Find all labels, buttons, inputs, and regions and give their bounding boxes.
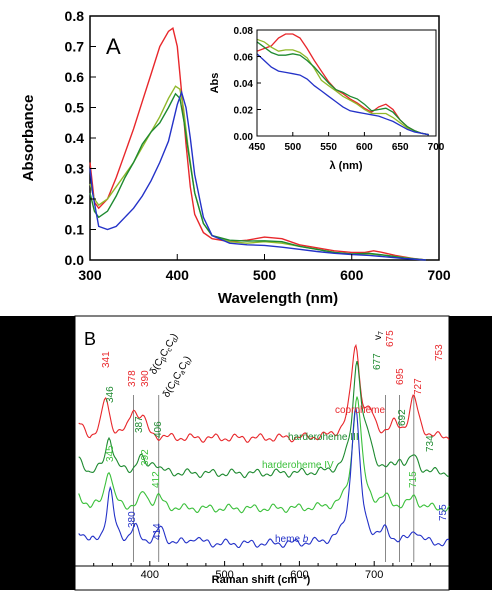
y-tick-label: 0.0 (65, 252, 85, 268)
panel-a-label: A (106, 34, 121, 59)
panel-b-axes: 400 500 600 700 (75, 561, 449, 581)
peak-label: 755 (438, 504, 449, 521)
peak-label: 406 (153, 421, 164, 438)
raman-x-tick-label: 600 (290, 569, 308, 581)
raman-spectrum-line (78, 360, 450, 479)
y-tick-label: 0.7 (65, 39, 85, 55)
peak-label: 675 (385, 330, 396, 347)
panel-a-x-axis-title: Wavelength (nm) (218, 290, 338, 307)
panel-a-inset-chart: 450 500 550 600 650 700 0.00 0.02 0.04 0.06 0.08 λ… (209, 26, 445, 172)
series-label-harderoheme-iii: harderoheme III (288, 432, 359, 443)
panel-b-x-axis-title: Raman shift (cm⁻¹) (212, 574, 311, 586)
raman-x-tick-label: 700 (365, 569, 383, 581)
raman-spectrum-line (78, 396, 450, 514)
inset-axes: 450 500 550 600 650 700 0.00 0.02 0.04 0.06 0.08 (234, 26, 445, 153)
peak-label: 753 (434, 344, 445, 361)
x-tick-label: 600 (340, 267, 364, 283)
peak-label: 345 (105, 445, 116, 462)
series-label-coproheme: coproheme (335, 405, 385, 416)
inset-x-tick-label: 600 (356, 142, 373, 153)
peak-label: 727 (413, 378, 424, 395)
inset-y-tick-label: 0.06 (234, 53, 254, 64)
raman-x-tick-label: 500 (215, 569, 233, 581)
y-tick-label: 0.2 (65, 191, 85, 207)
x-tick-label: 700 (427, 267, 451, 283)
series-label-heme-b: heme b (275, 534, 309, 545)
inset-plot-background (257, 30, 436, 136)
peak-label: 390 (140, 370, 151, 387)
panel-b-series-group (78, 343, 450, 549)
peak-label: 341 (101, 351, 112, 368)
peak-label: 380 (127, 511, 138, 528)
panel-b-label: B (84, 329, 96, 349)
raman-spectrum-line (78, 343, 450, 443)
absorbance-series-line (89, 27, 426, 261)
inset-x-tick-label: 700 (428, 142, 445, 153)
panel-b-raman-chart: 400 500 600 700 B Raman shift (cm⁻¹) coproh… (0, 315, 492, 591)
y-tick-label: 0.3 (65, 161, 85, 177)
panel-a-series-group (89, 27, 426, 261)
y-tick-label: 0.6 (65, 69, 85, 85)
peak-label: 346 (105, 386, 116, 403)
inset-x-tick-label: 500 (284, 142, 301, 153)
harderoheme-iii-peak-labels: 346 387 406 677 692 734 (105, 353, 436, 452)
peak-label: 695 (395, 368, 406, 385)
raman-spectrum-line (78, 407, 450, 549)
x-tick-label: 500 (253, 267, 277, 283)
y-tick-label: 0.5 (65, 100, 85, 116)
y-tick-label: 0.1 (65, 222, 85, 238)
inset-y-tick-label: 0.04 (234, 79, 254, 90)
peak-label: 387 (134, 416, 145, 433)
y-tick-label: 0.4 (65, 130, 85, 146)
inset-series-line (256, 38, 429, 136)
peak-label: 715 (408, 471, 419, 488)
mode-label-v7: v7 (373, 331, 385, 340)
peak-label: 392 (140, 449, 151, 466)
panel-b-left-black-bar (0, 316, 75, 590)
peak-label: 692 (397, 409, 408, 426)
series-label-harderoheme-iv: harderoheme IV (262, 460, 334, 471)
peak-label: 677 (372, 353, 383, 370)
panel-b-reference-lines (132, 395, 415, 562)
x-tick-label: 300 (78, 267, 102, 283)
inset-x-axis-title: λ (nm) (330, 160, 363, 172)
x-tick-label: 400 (166, 267, 190, 283)
panel-b-right-black-bar (449, 316, 492, 590)
mode-labels: v7 v15 δ(CβCcCd) δ(CβCaCb) (148, 331, 460, 400)
inset-x-tick-label: 550 (320, 142, 337, 153)
panel-a-y-axis-title: Absorbance (20, 95, 37, 182)
mode-label-delta-cbcacb: δ(CβCaCb) (161, 354, 194, 400)
coproheme-peak-labels: 341 378 390 675 695 727 753 (101, 330, 445, 395)
heme-b-peak-labels: 380 414 755 (127, 504, 449, 540)
peak-label: 412 (151, 471, 162, 488)
inset-y-tick-label: 0.02 (234, 106, 254, 117)
panel-b-plot-frame (74, 315, 450, 591)
inset-series-line (256, 53, 429, 136)
panel-a-axes: 300 400 500 600 700 0.0 0.1 0.2 0.3 0.4 0.5 0.6 0.7 0… (65, 8, 451, 283)
panel-a-absorbance-chart: 300 400 500 600 700 0.0 0.1 0.2 0.3 0.4 0.5 0.6 0.7 0… (20, 8, 451, 307)
peak-label: 378 (127, 370, 138, 387)
peak-label: 734 (425, 435, 436, 452)
absorbance-series-line (89, 92, 426, 261)
inset-series-line (256, 41, 429, 136)
peak-label: 414 (152, 523, 163, 540)
inset-y-axis-title: Abs (209, 73, 221, 94)
inset-x-tick-label: 650 (392, 142, 409, 153)
inset-series-group (256, 33, 429, 136)
mode-label-v15: v15 (448, 343, 460, 356)
raman-x-tick-label: 400 (141, 569, 159, 581)
inset-y-tick-label: 0.00 (234, 132, 254, 143)
inset-y-tick-label: 0.08 (234, 26, 254, 37)
y-tick-label: 0.8 (65, 8, 85, 24)
absorbance-series-line (89, 90, 426, 261)
inset-x-tick-label: 450 (249, 142, 266, 153)
harderoheme-iv-peak-labels: 345 392 412 715 (105, 445, 419, 488)
mode-label-delta-cbccd: δ(CβCcCd) (148, 332, 181, 377)
